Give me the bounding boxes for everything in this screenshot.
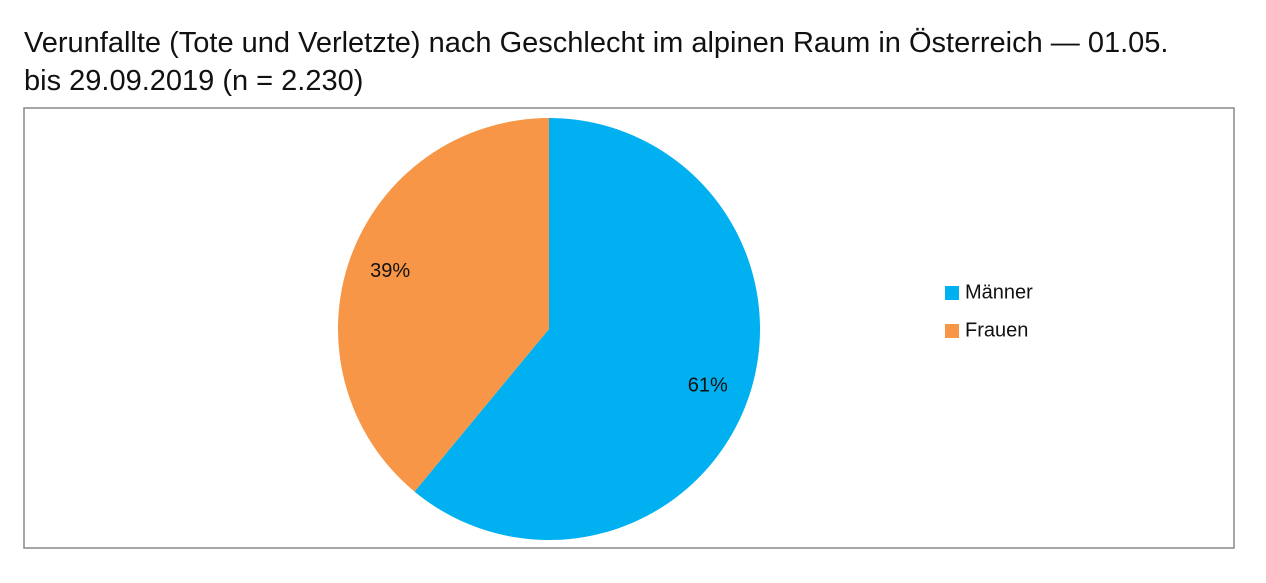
data-label: 61% (688, 374, 728, 396)
legend-label: Männer (965, 281, 1033, 303)
legend-swatch (945, 324, 959, 338)
data-label: 39% (370, 260, 410, 282)
pie-slice (338, 118, 549, 492)
pie-slice (414, 118, 761, 541)
legend-swatch (945, 286, 959, 300)
legend-label: Frauen (965, 319, 1028, 341)
chart-title: Verunfallte (Tote und Verletzte) nach Ge… (24, 27, 1169, 97)
chart-frame (23, 107, 1235, 549)
